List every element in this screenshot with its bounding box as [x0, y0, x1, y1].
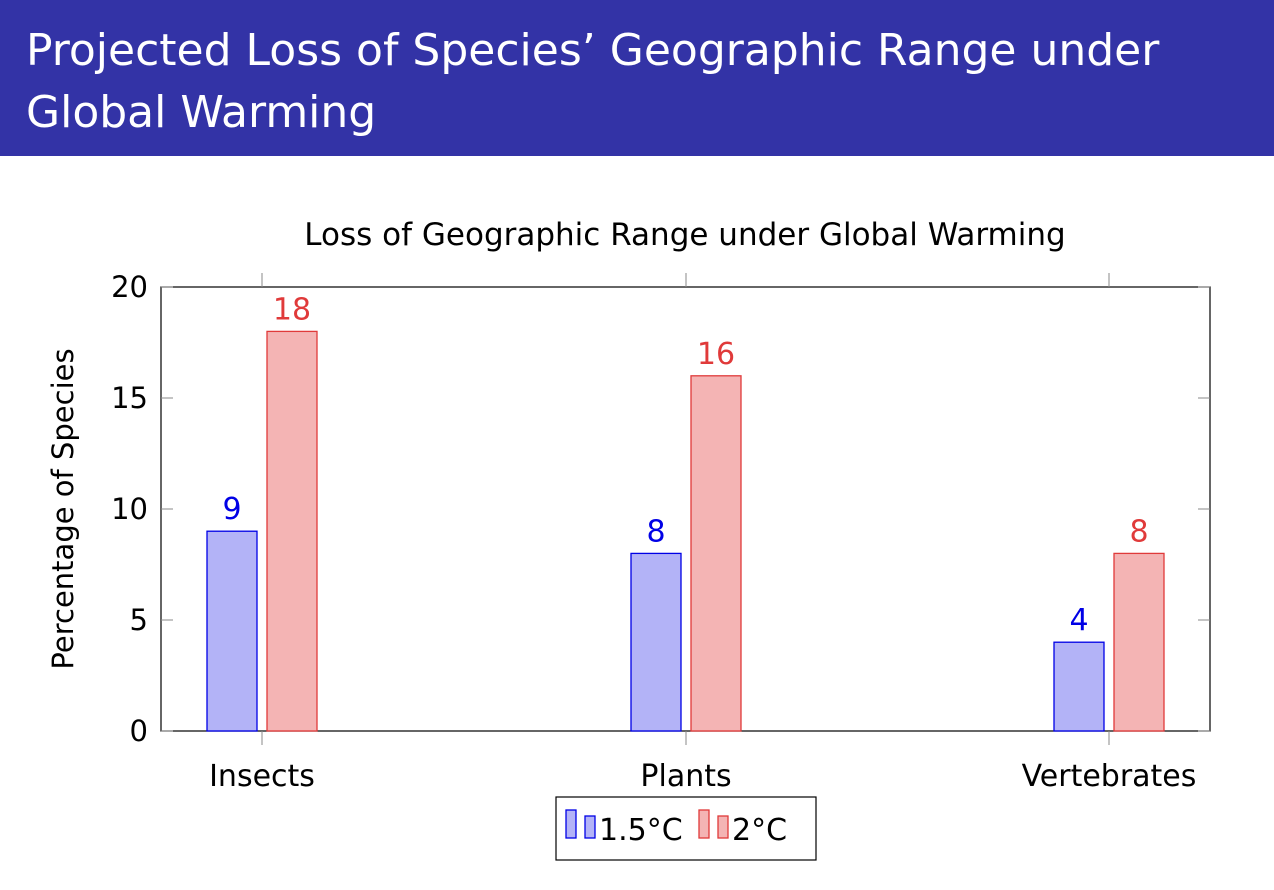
legend-label: 2°C	[732, 813, 787, 848]
legend-swatch	[698, 809, 710, 839]
legend-swatch	[584, 815, 596, 839]
bar	[266, 330, 318, 732]
y-tick-label: 5	[130, 603, 148, 637]
title-bar: Projected Loss of Species’ Geographic Ra…	[0, 0, 1274, 156]
plot-area: 0 5 10 15 20 Insects Plants Vertebrates 9 8 4 18 16 8	[111, 270, 1211, 794]
data-label: 4	[1069, 603, 1088, 638]
bar	[690, 375, 742, 732]
legend-swatch	[717, 815, 729, 839]
bar	[206, 530, 258, 732]
chart-title: Loss of Geographic Range under Global Wa…	[304, 217, 1065, 253]
data-label: 8	[1129, 514, 1148, 549]
bar	[630, 552, 682, 732]
y-tick-label: 10	[111, 492, 148, 526]
legend-swatch	[565, 809, 577, 839]
legend-box	[555, 796, 817, 861]
x-tick-label: Plants	[640, 759, 731, 794]
x-tick-label: Insects	[209, 759, 315, 794]
axis-frame	[160, 286, 1211, 732]
y-tick-label: 0	[130, 714, 148, 748]
y-axis-label: Percentage of Species	[46, 348, 80, 669]
legend-label: 1.5°C	[599, 813, 683, 848]
x-tick-label: Vertebrates	[1022, 759, 1197, 794]
data-label: 16	[697, 337, 735, 372]
data-label: 18	[273, 292, 311, 327]
y-tick-label: 15	[111, 381, 148, 415]
legend: 1.5°C 2°C	[555, 796, 817, 861]
data-label: 9	[222, 492, 241, 527]
data-label: 8	[646, 514, 665, 549]
bar	[1053, 641, 1105, 732]
bar	[1113, 552, 1165, 732]
y-tick-label: 20	[111, 270, 148, 304]
slide-title: Projected Loss of Species’ Geographic Ra…	[26, 25, 1160, 138]
